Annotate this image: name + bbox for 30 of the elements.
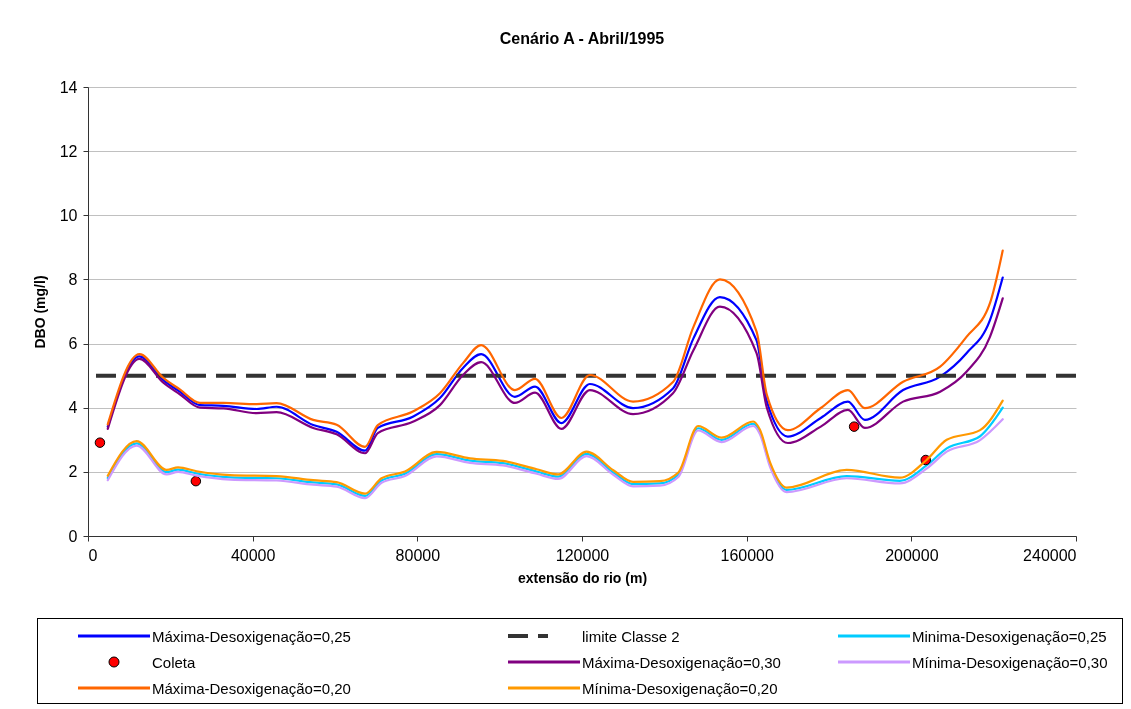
legend-label: limite Classe 2: [582, 627, 680, 645]
legend-label: Minima-Desoxigenação=0,25: [912, 627, 1107, 645]
chart-title: Cenário A - Abril/1995: [499, 30, 665, 47]
point: [94, 437, 106, 448]
y-tick-label: 2: [68, 463, 78, 481]
x-axis-title: extensão do rio (m): [517, 569, 648, 586]
x-tick-label: 200000: [885, 546, 939, 564]
legend-label: Máxima-Desoxigenação=0,30: [582, 653, 781, 671]
y-tick-label: 0: [68, 527, 78, 545]
point: [848, 421, 860, 432]
line-series: [106, 249, 1004, 448]
y-tick-label: 10: [59, 206, 78, 224]
x-tick-label: 0: [88, 546, 98, 564]
y-axis-title: DBO (mg/l): [31, 275, 48, 349]
legend-label: Máxima-Desoxigenação=0,25: [152, 627, 351, 645]
y-tick-label: 12: [59, 142, 78, 160]
point: [190, 475, 202, 487]
y-tick-label: 8: [68, 270, 78, 288]
legend-label: Máxima-Desoxigenação=0,20: [152, 679, 351, 697]
legend-label: Mínima-Desoxigenação=0,20: [582, 679, 778, 697]
y-tick-label: 14: [59, 78, 78, 96]
x-tick-label: 80000: [395, 546, 441, 564]
x-tick-label: 120000: [555, 546, 610, 564]
y-tick-label: 6: [68, 335, 78, 353]
x-tick-label: 40000: [230, 546, 276, 564]
legend-label: Mínima-Desoxigenação=0,30: [912, 653, 1108, 671]
x-tick-label: 160000: [720, 546, 774, 564]
legend-label: Coleta: [152, 653, 196, 671]
y-tick-label: 4: [68, 399, 78, 417]
x-tick-label: 240000: [1023, 546, 1077, 564]
